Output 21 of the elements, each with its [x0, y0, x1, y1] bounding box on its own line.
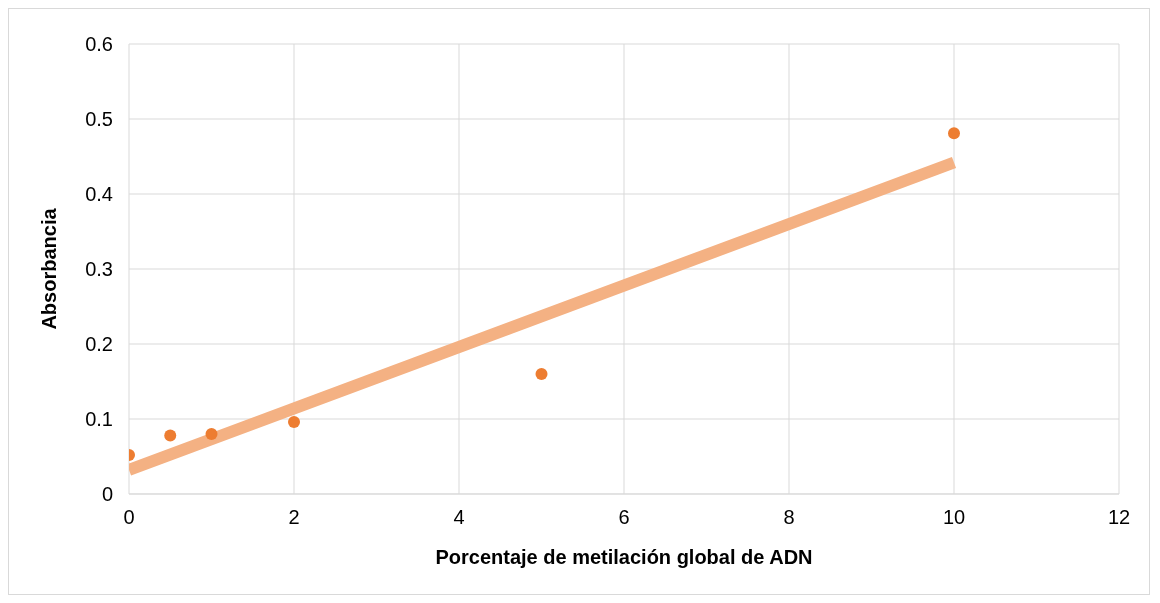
- point: [948, 127, 960, 140]
- point: [288, 416, 300, 428]
- y-tick-label: 0.5: [85, 108, 113, 131]
- x-tick-label: 2: [288, 506, 300, 529]
- y-tick-label: 0.6: [85, 33, 113, 56]
- y-tick-label: 0.4: [85, 183, 113, 206]
- point: [535, 368, 548, 380]
- x-axis-title: Porcentaje de metilación global de ADN: [435, 546, 813, 568]
- point: [164, 429, 177, 442]
- x-tick-label: 10: [942, 506, 966, 529]
- y-tick-label: 0.2: [85, 333, 113, 356]
- y-tick-label: 0.1: [85, 408, 113, 431]
- y-tick-label: 0.3: [85, 258, 113, 281]
- x-tick-label: 0: [123, 506, 135, 529]
- x-tick-label: 4: [453, 506, 465, 529]
- x-tick-label: 12: [1107, 506, 1131, 529]
- x-tick-label: 8: [783, 506, 795, 529]
- y-tick-label: 0: [101, 483, 113, 506]
- point: [205, 428, 218, 440]
- x-tick-label: 6: [618, 506, 630, 529]
- y-axis-title: Absorbancia: [38, 207, 61, 330]
